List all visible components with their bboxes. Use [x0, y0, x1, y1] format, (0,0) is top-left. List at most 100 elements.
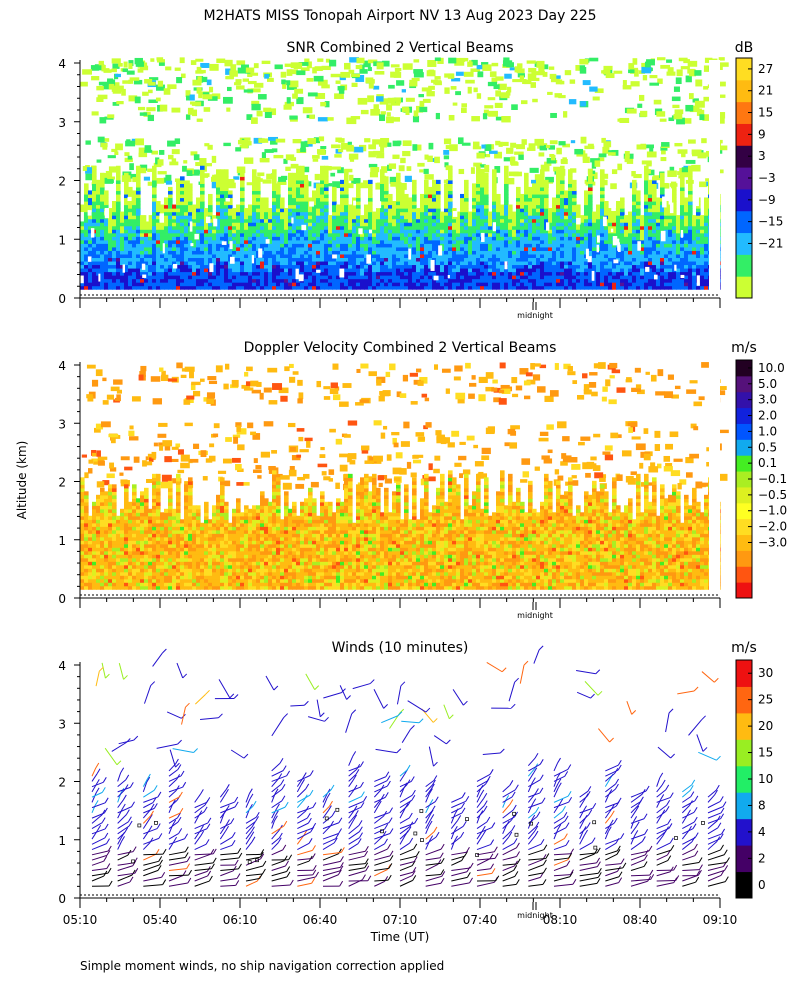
snr-cell — [244, 275, 249, 280]
snr-cell — [512, 218, 517, 223]
snr-cell — [92, 201, 97, 206]
snr-cell — [112, 243, 117, 248]
snr-cell — [136, 253, 141, 258]
snr-cell — [100, 271, 105, 276]
snr-cell — [212, 243, 217, 248]
snr-cell — [100, 215, 105, 220]
snr-cell — [440, 285, 445, 290]
snr-cell — [220, 218, 225, 223]
snr-cell — [420, 204, 425, 209]
snr-cell — [476, 250, 481, 255]
snr-cell — [480, 186, 485, 192]
snr-cell — [508, 253, 513, 258]
snr-cell — [264, 278, 269, 283]
snr-cell — [224, 257, 229, 262]
snr-cell — [544, 204, 549, 209]
snr-cell — [440, 243, 445, 248]
snr-cell — [156, 229, 161, 234]
snr-cell — [568, 201, 573, 206]
snr-cell — [388, 264, 393, 269]
snr-cell — [568, 197, 573, 202]
snr-cell — [502, 141, 509, 147]
snr-cell — [460, 250, 465, 255]
snr-cell — [600, 190, 605, 195]
snr-cell — [440, 218, 445, 223]
snr-cell — [260, 229, 265, 234]
snr-cell — [88, 236, 93, 241]
snr-cell — [600, 243, 605, 248]
snr-cell — [284, 232, 289, 237]
snr-cell — [288, 243, 293, 248]
snr-cell — [280, 243, 285, 248]
snr-cell — [552, 271, 557, 276]
snr-cell — [432, 232, 437, 237]
snr-cell — [316, 275, 321, 280]
snr-cell — [631, 171, 636, 177]
snr-cell — [604, 278, 609, 283]
snr-cell — [128, 260, 133, 266]
snr-cell — [168, 243, 173, 248]
snr-cell — [656, 222, 661, 227]
snr-cell — [504, 204, 509, 209]
snr-cell — [340, 225, 345, 230]
snr-cell — [128, 95, 138, 102]
snr-cell — [396, 190, 401, 195]
snr-cell — [152, 278, 157, 283]
snr-cell — [272, 225, 277, 230]
snr-cell — [300, 257, 305, 262]
snr-cell — [288, 246, 293, 251]
snr-cell — [676, 69, 683, 77]
snr-cell — [228, 204, 233, 209]
snr-cell — [292, 250, 297, 255]
snr-cell — [257, 94, 267, 100]
snr-cell — [112, 257, 117, 262]
snr-cell — [268, 260, 273, 266]
snr-cell — [204, 229, 209, 234]
snr-cell — [376, 218, 381, 223]
snr-cell — [499, 96, 508, 101]
snr-cell — [188, 239, 193, 244]
snr-cell — [528, 201, 533, 206]
snr-cell — [588, 222, 593, 227]
snr-cell — [412, 236, 417, 241]
snr-cell — [644, 260, 649, 266]
snr-cell — [384, 218, 389, 223]
snr-cell — [99, 117, 107, 124]
snr-cell — [320, 243, 325, 248]
snr-cell — [372, 232, 377, 237]
snr-cell — [184, 197, 189, 202]
snr-cell — [584, 260, 589, 266]
snr-cell — [544, 208, 549, 213]
snr-cell — [443, 138, 452, 145]
snr-cell — [251, 103, 261, 111]
snr-cell — [304, 271, 309, 276]
snr-cell — [636, 275, 641, 280]
snr-cell — [172, 222, 177, 227]
snr-cell — [649, 82, 659, 86]
snr-cell — [460, 239, 465, 244]
snr-cell — [540, 211, 545, 216]
snr-cell — [396, 179, 401, 184]
snr-cell — [632, 257, 637, 262]
snr-cell — [388, 250, 393, 255]
snr-cell — [356, 215, 361, 220]
snr-cell — [88, 232, 93, 237]
snr-cell — [492, 169, 497, 174]
snr-cell — [112, 264, 117, 269]
snr-cell — [613, 70, 623, 74]
snr-cell — [492, 243, 497, 248]
snr-cell — [220, 190, 225, 195]
snr-cell — [492, 271, 497, 276]
snr-cell — [592, 264, 597, 269]
snr-cell — [600, 218, 605, 223]
snr-cell — [244, 218, 249, 223]
snr-cell — [304, 278, 309, 283]
snr-cell — [108, 222, 113, 227]
snr-cell — [580, 285, 585, 290]
snr-cell — [524, 278, 529, 283]
snr-cell — [576, 282, 581, 287]
snr-cell — [224, 232, 229, 237]
snr-cell — [582, 80, 591, 86]
snr-cell — [696, 109, 705, 116]
snr-cell — [212, 260, 217, 266]
